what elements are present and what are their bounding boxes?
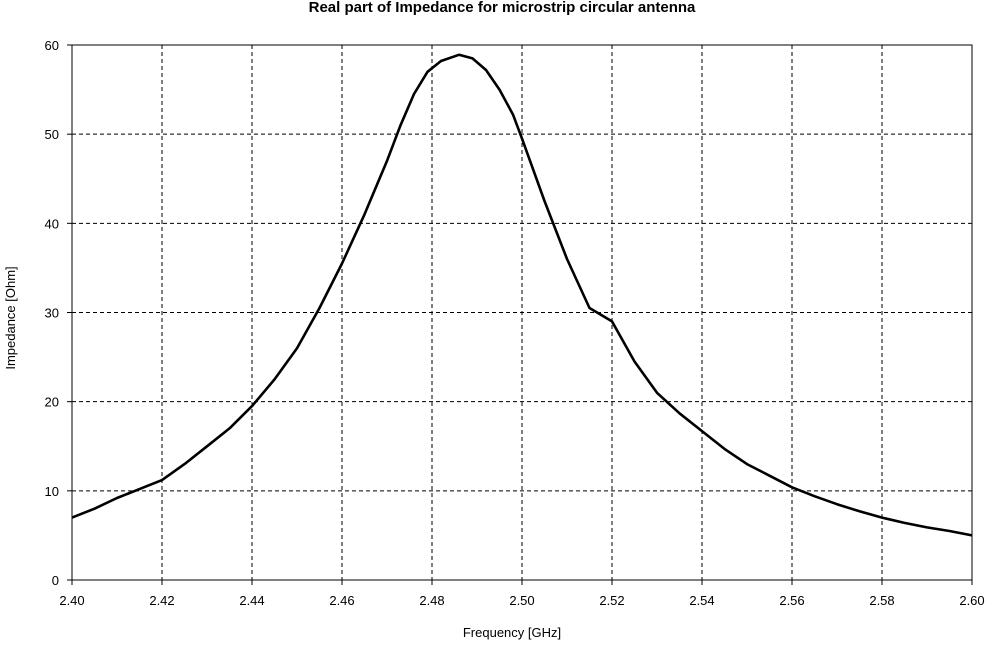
x-tick-label: 2.44 bbox=[239, 593, 264, 608]
chart-title: Real part of Impedance for microstrip ci… bbox=[309, 0, 696, 16]
grid-lines bbox=[72, 45, 972, 580]
x-tick-label: 2.54 bbox=[689, 593, 714, 608]
y-tick-label: 30 bbox=[45, 306, 59, 321]
y-tick-label: 50 bbox=[45, 127, 59, 142]
x-axis-label: Frequency [GHz] bbox=[463, 625, 561, 640]
x-tick-label: 2.48 bbox=[419, 593, 444, 608]
y-axis: 0 10 20 30 40 50 60 bbox=[45, 38, 72, 588]
y-tick-label: 20 bbox=[45, 395, 59, 410]
y-tick-label: 10 bbox=[45, 484, 59, 499]
y-tick-label: 60 bbox=[45, 38, 59, 53]
x-tick-label: 2.42 bbox=[149, 593, 174, 608]
impedance-series-line bbox=[71, 53, 973, 537]
y-axis-label: Impedance [Ohm] bbox=[3, 266, 18, 369]
x-tick-label: 2.56 bbox=[779, 593, 804, 608]
x-axis: 2.40 2.42 2.44 2.46 2.48 2.50 2.52 2.54 2.56 2.58… bbox=[59, 580, 985, 608]
series-layer bbox=[71, 53, 973, 537]
x-tick-label: 2.40 bbox=[59, 593, 84, 608]
y-tick-label: 40 bbox=[45, 216, 59, 231]
x-tick-label: 2.50 bbox=[509, 593, 534, 608]
y-tick-label: 0 bbox=[52, 573, 59, 588]
x-tick-label: 2.58 bbox=[869, 593, 894, 608]
x-tick-label: 2.46 bbox=[329, 593, 354, 608]
x-tick-label: 2.60 bbox=[959, 593, 984, 608]
x-tick-label: 2.52 bbox=[599, 593, 624, 608]
